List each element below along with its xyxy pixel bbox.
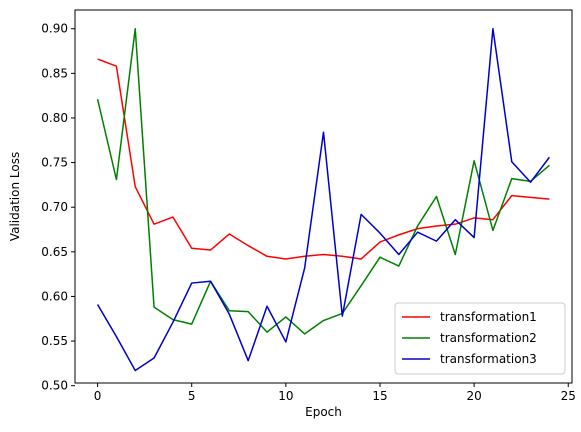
legend-label: transformation3	[440, 352, 537, 366]
series-line-transformation3	[96, 27, 551, 372]
x-tick-label: 5	[188, 389, 196, 403]
series-line-transformation2	[96, 27, 550, 335]
y-tick-label: 0.50	[41, 379, 68, 393]
x-tick-label: 10	[278, 389, 293, 403]
y-tick-label: 0.60	[41, 289, 68, 303]
y-tick-label: 0.80	[41, 111, 68, 125]
x-axis-label: Epoch	[305, 405, 342, 419]
y-tick-label: 0.70	[41, 200, 68, 214]
legend-label: transformation1	[440, 310, 537, 324]
x-tick-label: 25	[561, 389, 576, 403]
y-tick-label: 0.65	[41, 245, 68, 259]
plot-frame	[74, 9, 573, 384]
series-line-transformation1	[97, 58, 550, 260]
x-tick-label: 15	[372, 389, 387, 403]
legend-box	[394, 302, 566, 375]
x-tick-label: 0	[94, 389, 102, 403]
y-tick-label: 0.90	[41, 22, 68, 36]
y-tick-label: 0.85	[41, 66, 68, 80]
plot-lines	[96, 27, 551, 372]
x-tick-label: 20	[466, 389, 481, 403]
y-axis-label: Validation Loss	[8, 152, 22, 241]
legend-label: transformation2	[440, 331, 537, 345]
y-tick-label: 0.75	[41, 156, 68, 170]
x-axis: 0 5 10 15 20 25	[94, 383, 576, 403]
y-tick-label: 0.55	[41, 334, 68, 348]
y-axis: 0.50 0.55 0.60 0.65 0.70 0.75 0.80 0.85 0.90	[41, 22, 75, 393]
legend: transformation1 transformation2 transforma…	[394, 302, 566, 375]
